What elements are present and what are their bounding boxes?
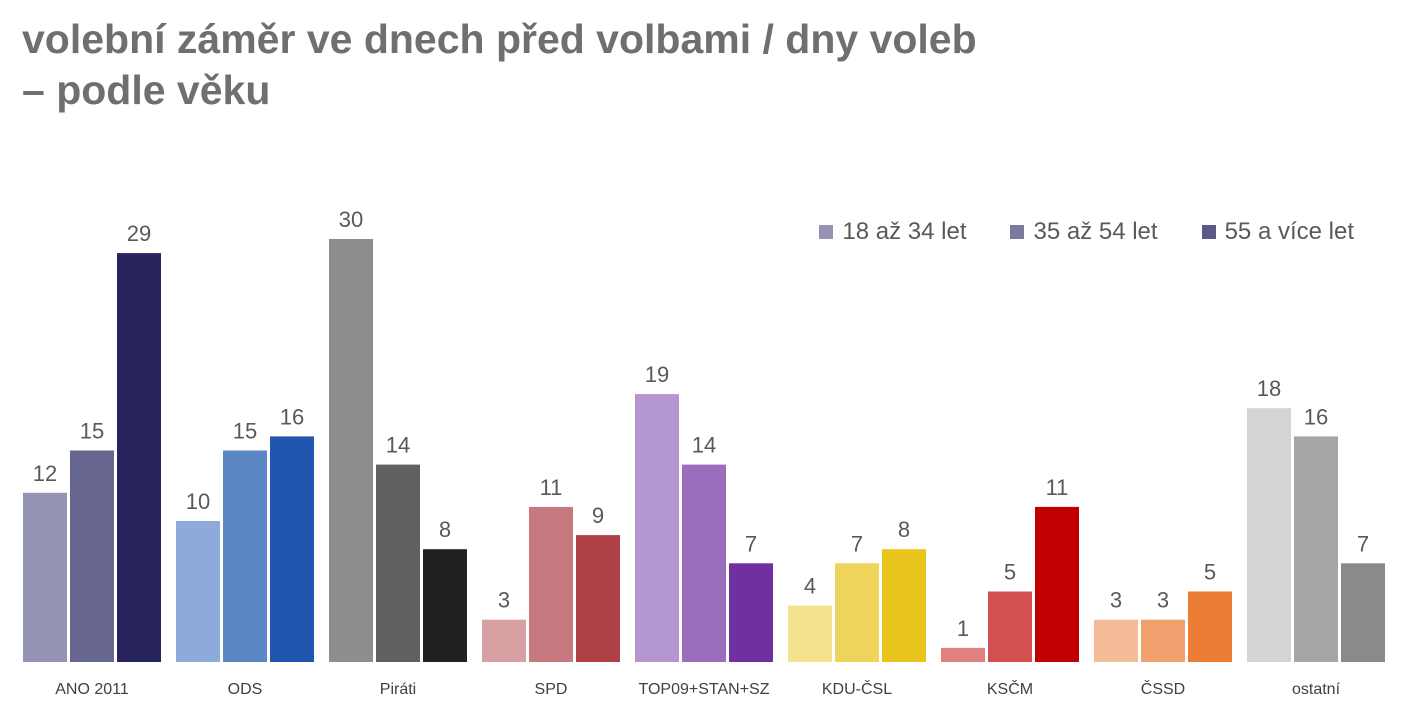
bar-ano-2011-series-3	[117, 253, 161, 662]
category-label-ano-2011: ANO 2011	[55, 681, 129, 698]
bar-kdu-sl-series-2	[835, 563, 879, 662]
data-label-ods-series-2: 15	[233, 419, 257, 444]
data-label-pir-ti-series-1: 30	[339, 207, 363, 232]
data-label-ks-m-series-2: 5	[1004, 560, 1016, 585]
category-label-pir-ti: Piráti	[380, 681, 416, 698]
bar-ks-m-series-3	[1035, 506, 1079, 662]
data-label-kdu-sl-series-1: 4	[804, 574, 816, 599]
category-label-top09-stan-sz: TOP09+STAN+SZ	[638, 681, 769, 698]
bar-ostatn-series-2	[1294, 436, 1338, 662]
bar-ks-m-series-1	[941, 647, 985, 662]
category-label-spd: SPD	[535, 681, 568, 698]
data-label-ssd-series-3: 5	[1204, 560, 1216, 585]
data-label-ano-2011-series-2: 15	[80, 419, 104, 444]
legend-item-55-plus: 55 a více let	[1201, 218, 1354, 246]
data-label-ano-2011-series-3: 29	[127, 221, 151, 246]
legend-label-35-54: 35 až 54 let	[1033, 218, 1158, 245]
data-label-ostatn-series-1: 18	[1257, 376, 1281, 401]
category-label-ks-m: KSČM	[987, 679, 1033, 698]
bar-ostatn-series-3	[1341, 563, 1385, 662]
data-label-spd-series-2: 11	[540, 475, 563, 500]
bar-ssd-series-3	[1188, 591, 1232, 662]
legend-swatch-55-plus	[1201, 225, 1216, 239]
bar-ano-2011-series-1	[23, 492, 67, 662]
bar-ano-2011-series-2	[70, 450, 114, 662]
legend-swatch-18-34	[819, 225, 834, 239]
data-label-ostatn-series-3: 7	[1357, 531, 1369, 556]
legend-label-18-34: 18 až 34 let	[842, 218, 967, 245]
legend-item-35-54: 35 až 54 let	[1010, 218, 1158, 246]
data-label-ano-2011-series-1: 12	[33, 461, 57, 486]
data-label-kdu-sl-series-2: 7	[851, 531, 863, 556]
category-label-ostatn: ostatní	[1292, 681, 1341, 698]
bar-ssd-series-2	[1141, 619, 1185, 662]
legend-item-18-34: 18 až 34 let	[819, 218, 966, 246]
data-label-top09-stan-sz-series-1: 19	[645, 362, 669, 387]
data-label-spd-series-1: 3	[498, 588, 510, 613]
chart-title-line-1: volební záměr ve dnech před volbami / dn…	[22, 16, 977, 62]
bar-ods-series-1	[176, 521, 220, 662]
data-label-ssd-series-2: 3	[1157, 588, 1169, 613]
data-label-ks-m-series-3: 11	[1046, 475, 1069, 500]
bar-pir-ti-series-2	[376, 464, 420, 662]
data-label-ssd-series-1: 3	[1110, 588, 1122, 613]
data-label-pir-ti-series-3: 8	[439, 517, 451, 542]
bar-ods-series-2	[223, 450, 267, 662]
bar-ods-series-3	[270, 436, 314, 662]
bar-kdu-sl-series-1	[788, 605, 832, 662]
bar-pir-ti-series-3	[423, 549, 467, 662]
legend-label-55-plus: 55 a více let	[1224, 218, 1354, 245]
bar-top09-stan-sz-series-3	[729, 563, 773, 662]
data-label-ostatn-series-2: 16	[1304, 404, 1328, 429]
bar-ks-m-series-2	[988, 591, 1032, 662]
bar-kdu-sl-series-3	[882, 549, 926, 662]
chart-legend: 18 až 34 let 35 až 54 let 55 a více let	[819, 218, 1354, 246]
data-label-ods-series-3: 16	[280, 404, 304, 429]
chart-title-line-2: – podle věku	[22, 67, 271, 114]
category-label-kdu-sl: KDU-ČSL	[822, 679, 892, 698]
bar-pir-ti-series-1	[329, 239, 373, 662]
chart-title: volební záměr ve dnech před volbami / dn…	[22, 14, 1222, 117]
bar-spd-series-3	[576, 535, 620, 662]
bar-spd-series-1	[482, 619, 526, 662]
data-label-spd-series-3: 9	[592, 503, 604, 528]
bar-spd-series-2	[529, 506, 573, 662]
bar-top09-stan-sz-series-1	[635, 394, 679, 662]
bar-ssd-series-1	[1094, 619, 1138, 662]
data-label-kdu-sl-series-3: 8	[898, 517, 910, 542]
legend-swatch-35-54	[1010, 225, 1025, 239]
data-label-top09-stan-sz-series-2: 14	[692, 433, 716, 458]
bar-top09-stan-sz-series-2	[682, 464, 726, 662]
data-label-top09-stan-sz-series-3: 7	[745, 531, 757, 556]
category-label-ods: ODS	[228, 681, 263, 698]
data-label-ks-m-series-1: 1	[957, 616, 969, 641]
category-label-ssd: ČSSD	[1141, 679, 1185, 698]
data-label-ods-series-1: 10	[186, 489, 210, 514]
bar-ostatn-series-1	[1247, 408, 1291, 662]
data-label-pir-ti-series-2: 14	[386, 433, 410, 458]
